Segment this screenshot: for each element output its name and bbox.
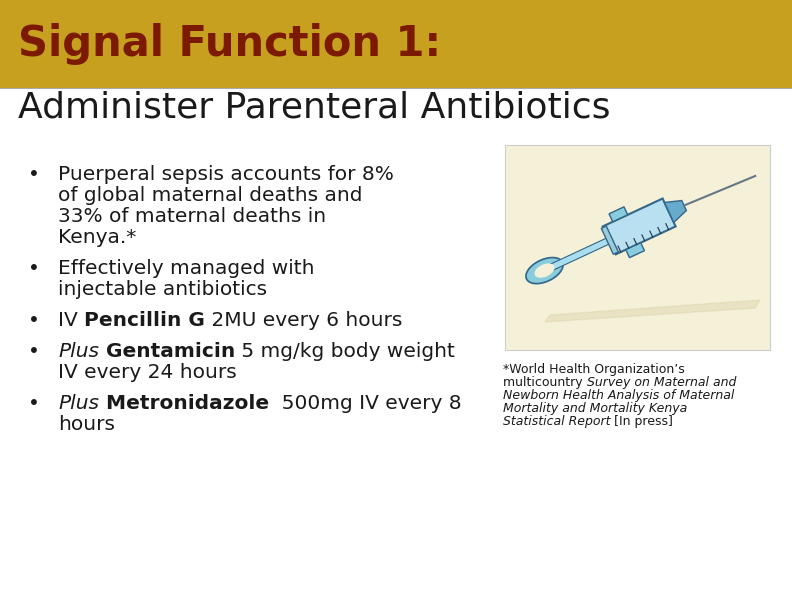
Text: 500mg IV every 8: 500mg IV every 8 [269,394,462,413]
Polygon shape [535,264,554,277]
Text: injectable antibiotics: injectable antibiotics [58,280,267,299]
Text: Plus: Plus [58,394,99,413]
Text: •: • [28,165,40,184]
Text: Kenya.*: Kenya.* [58,228,136,247]
Text: hours: hours [58,415,115,434]
Polygon shape [609,207,628,222]
Text: Pencillin G: Pencillin G [84,311,205,330]
Text: •: • [28,342,40,361]
Polygon shape [545,300,760,322]
Text: Metronidazole: Metronidazole [99,394,269,413]
Text: •: • [28,259,40,278]
Text: [In press]: [In press] [611,415,673,428]
Polygon shape [526,258,563,283]
Text: Plus: Plus [58,342,99,361]
Polygon shape [664,201,687,222]
Text: •: • [28,394,40,413]
Text: Newborn Health Analysis of Maternal: Newborn Health Analysis of Maternal [503,389,734,402]
Polygon shape [603,198,676,255]
Text: 2MU every 6 hours: 2MU every 6 hours [205,311,402,330]
Text: Effectively managed with: Effectively managed with [58,259,314,278]
Text: Administer Parenteral Antibiotics: Administer Parenteral Antibiotics [18,91,611,125]
Text: Puerperal sepsis accounts for 8%: Puerperal sepsis accounts for 8% [58,165,394,184]
Polygon shape [626,243,645,258]
Text: IV every 24 hours: IV every 24 hours [58,363,237,382]
Text: 5 mg/kg body weight: 5 mg/kg body weight [235,342,455,361]
Bar [0,0,792,88]
Polygon shape [545,237,611,273]
Bar [505,145,770,350]
Text: IV: IV [58,311,84,330]
Text: 33% of maternal deaths in: 33% of maternal deaths in [58,207,326,226]
Text: Survey on Maternal and: Survey on Maternal and [587,376,736,389]
Text: Gentamicin: Gentamicin [99,342,235,361]
Text: of global maternal deaths and: of global maternal deaths and [58,186,363,205]
Text: Signal Function 1:: Signal Function 1: [18,23,441,65]
Text: multicountry: multicountry [503,376,587,389]
Text: Mortality and Mortality Kenya: Mortality and Mortality Kenya [503,402,687,415]
Polygon shape [601,226,619,254]
Text: *World Health Organization’s: *World Health Organization’s [503,363,685,376]
Text: Statistical Report: Statistical Report [503,415,611,428]
Text: •: • [28,311,40,330]
